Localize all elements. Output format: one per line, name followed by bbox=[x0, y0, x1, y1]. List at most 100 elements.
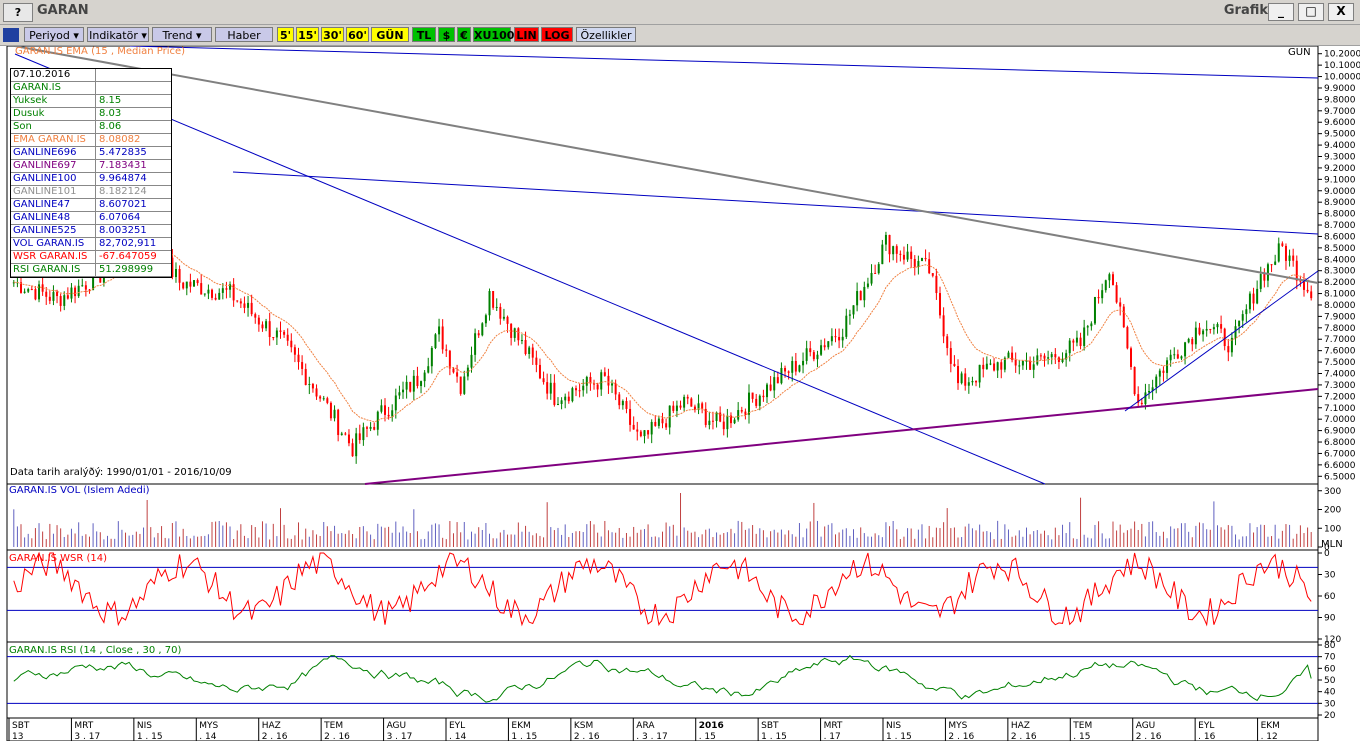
close-button[interactable]: X bbox=[1328, 3, 1354, 21]
indikator-dropdown[interactable]: Indikatör ▾ bbox=[87, 27, 149, 42]
candle-body bbox=[1130, 348, 1133, 367]
candle-body bbox=[701, 403, 704, 409]
info-row: Yuksek 8.15 bbox=[11, 95, 171, 108]
linear-scale-button[interactable]: LIN bbox=[514, 27, 539, 42]
y-tick-label: 7.2000 bbox=[1324, 392, 1356, 402]
candle-body bbox=[1068, 340, 1071, 354]
candle-body bbox=[192, 280, 195, 287]
candle-body bbox=[502, 316, 505, 319]
candle-body bbox=[1158, 370, 1161, 377]
x-tick-month: TEM bbox=[1072, 721, 1092, 731]
vol-tick-label: 200 bbox=[1324, 506, 1341, 516]
candle-body bbox=[575, 388, 578, 391]
candle-body bbox=[1086, 326, 1089, 328]
period-gun-button[interactable]: GÜN bbox=[371, 27, 409, 42]
candle-body bbox=[268, 321, 271, 338]
gan-line-47 bbox=[232, 171, 1319, 235]
candle-body bbox=[1155, 376, 1158, 388]
info-key: GANLINE47 bbox=[11, 199, 96, 211]
xu100-button[interactable]: XU100 bbox=[473, 27, 515, 42]
candle-body bbox=[1198, 327, 1201, 335]
candle-body bbox=[1133, 366, 1136, 395]
gan-line-525 bbox=[1124, 270, 1319, 412]
y-tick-label: 9.9000 bbox=[1324, 84, 1356, 94]
currency-eur-button[interactable]: € bbox=[457, 27, 471, 42]
candle-body bbox=[1061, 359, 1064, 363]
candle-body bbox=[376, 411, 379, 430]
candle-body bbox=[1306, 289, 1309, 292]
currency-tl-button[interactable]: TL bbox=[412, 27, 436, 42]
wsr-line bbox=[13, 551, 1312, 627]
candle-body bbox=[315, 388, 318, 397]
candle-body bbox=[982, 364, 985, 370]
candle-body bbox=[250, 302, 253, 315]
periyod-dropdown[interactable]: Periyod ▾ bbox=[24, 27, 84, 42]
minimize-button[interactable]: _ bbox=[1268, 3, 1294, 21]
candle-body bbox=[805, 348, 808, 361]
y-tick-label: 9.1000 bbox=[1324, 175, 1356, 185]
candle-body bbox=[769, 384, 772, 391]
candle-body bbox=[1032, 364, 1035, 370]
candle-body bbox=[1083, 327, 1086, 346]
maximize-button[interactable]: □ bbox=[1298, 3, 1324, 21]
candle-body bbox=[1245, 309, 1248, 315]
rsi-frame bbox=[6, 641, 1319, 719]
x-tick-month: MRT bbox=[74, 721, 93, 731]
candle-body bbox=[416, 375, 419, 387]
candle-body bbox=[1050, 354, 1053, 358]
period-5-button[interactable]: 5' bbox=[277, 27, 294, 42]
candle-body bbox=[719, 412, 722, 422]
candle-body bbox=[1292, 255, 1295, 261]
y-tick-label: 8.5000 bbox=[1324, 244, 1356, 254]
candle-body bbox=[441, 326, 444, 350]
candle-body bbox=[200, 283, 203, 295]
x-tick-month: SBT bbox=[12, 721, 30, 731]
period-15-button[interactable]: 15' bbox=[296, 27, 319, 42]
candle-body bbox=[1111, 274, 1114, 286]
info-key: EMA GARAN.IS bbox=[11, 134, 96, 146]
candle-body bbox=[816, 354, 819, 360]
ema-line bbox=[13, 244, 1312, 423]
info-key: VOL GARAN.IS bbox=[11, 238, 96, 250]
candle-body bbox=[899, 253, 902, 255]
wsr-tick-label: 0 bbox=[1324, 549, 1330, 559]
info-row: GANLINE101 8.182124 bbox=[11, 186, 171, 199]
currency-usd-button[interactable]: $ bbox=[438, 27, 455, 42]
candle-body bbox=[308, 383, 311, 385]
candle-body bbox=[1148, 390, 1151, 393]
y-tick-label: 7.7000 bbox=[1324, 335, 1356, 345]
candle-body bbox=[762, 395, 765, 398]
log-scale-button[interactable]: LOG bbox=[541, 27, 573, 42]
candle-body bbox=[239, 301, 242, 304]
period-30-button[interactable]: 30' bbox=[321, 27, 344, 42]
stock-chart[interactable]: 10.200010.100010.00009.90009.80009.70009… bbox=[0, 46, 1360, 741]
wsr-panel-title: GARAN.IS WSR (14) bbox=[9, 553, 107, 564]
candle-body bbox=[1310, 291, 1313, 299]
candle-body bbox=[964, 373, 967, 386]
candle-body bbox=[56, 292, 59, 297]
info-key: GANLINE100 bbox=[11, 173, 96, 185]
info-row: EMA GARAN.IS 8.08082 bbox=[11, 134, 171, 147]
y-tick-label: 6.7000 bbox=[1324, 449, 1356, 459]
candle-body bbox=[1093, 296, 1096, 324]
period-60-button[interactable]: 60' bbox=[346, 27, 369, 42]
candle-body bbox=[629, 408, 632, 425]
trend-dropdown[interactable]: Trend ▾ bbox=[152, 27, 212, 42]
candle-body bbox=[495, 306, 498, 308]
candle-body bbox=[949, 348, 952, 364]
candle-body bbox=[538, 364, 541, 379]
candle-body bbox=[1187, 338, 1190, 343]
candle-body bbox=[1144, 392, 1147, 405]
candle-body bbox=[611, 383, 614, 386]
ozellikler-button[interactable]: Özellikler bbox=[576, 27, 636, 42]
haber-button[interactable]: Haber bbox=[215, 27, 273, 42]
help-button[interactable]: ? bbox=[3, 3, 33, 22]
info-row: Son 8.06 bbox=[11, 121, 171, 134]
y-tick-label: 9.0000 bbox=[1324, 187, 1356, 197]
candle-body bbox=[34, 289, 37, 300]
x-tick-month: MYS bbox=[948, 721, 967, 731]
candle-body bbox=[1108, 274, 1111, 281]
candle-body bbox=[697, 403, 700, 411]
gan-line-697 bbox=[364, 388, 1319, 485]
candle-body bbox=[1018, 365, 1021, 367]
